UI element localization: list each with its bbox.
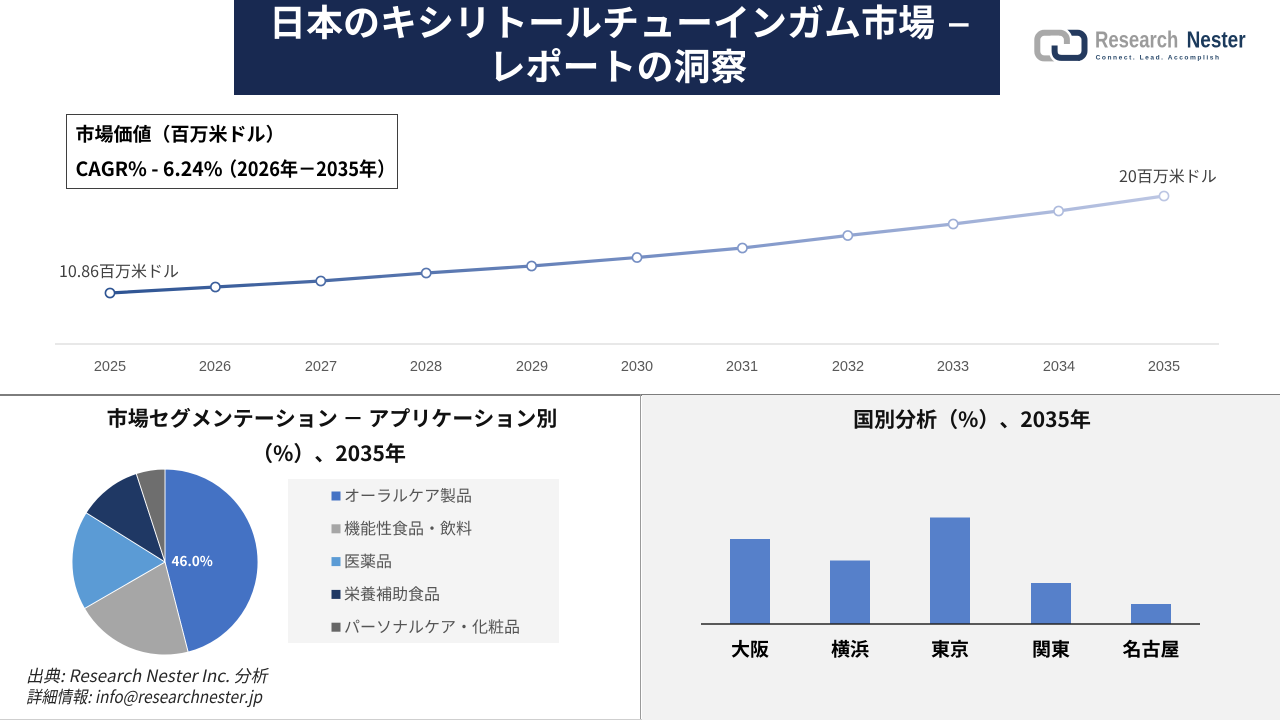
svg-text:Nester: Nester: [1187, 27, 1246, 53]
svg-text:2028: 2028: [410, 359, 442, 375]
svg-text:2027: 2027: [305, 359, 337, 375]
svg-text:2030: 2030: [621, 359, 653, 375]
svg-text:2026: 2026: [199, 359, 231, 375]
svg-text:2033: 2033: [937, 359, 969, 375]
svg-text:2025: 2025: [94, 359, 126, 375]
svg-text:2035: 2035: [1148, 359, 1180, 375]
svg-text:2034: 2034: [1043, 359, 1075, 375]
svg-text:2029: 2029: [516, 359, 548, 375]
svg-text:Connect. Lead. Accomplish: Connect. Lead. Accomplish: [1096, 54, 1221, 61]
svg-text:2031: 2031: [726, 359, 758, 375]
svg-text:Research: Research: [1095, 27, 1178, 53]
svg-text:2032: 2032: [832, 359, 864, 375]
